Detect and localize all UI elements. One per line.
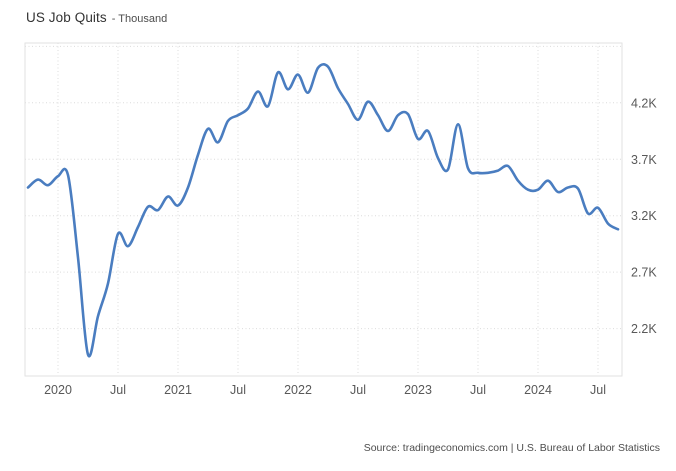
quits-line-series [26, 63, 620, 358]
plot-border [24, 42, 623, 377]
x-axis-label: 2022 [284, 383, 312, 397]
y-axis-label: 2.2K [631, 322, 657, 336]
x-axis-label: Jul [590, 383, 606, 397]
x-axis-label: Jul [110, 383, 126, 397]
x-axis-label: 2023 [404, 383, 432, 397]
y-axis-label: 3.7K [631, 153, 657, 167]
x-axis-label: 2021 [164, 383, 192, 397]
y-axis-label: 3.2K [631, 209, 657, 223]
source-attribution: Source: tradingeconomics.com | U.S. Bure… [363, 442, 660, 454]
chart-header: US Job Quits - Thousand [26, 9, 167, 27]
chart-title: US Job Quits [26, 10, 107, 25]
y-axis-label: 2.7K [631, 266, 657, 280]
x-axis-label: 2020 [44, 383, 72, 397]
x-axis-label: Jul [350, 383, 366, 397]
x-axis-label: Jul [470, 383, 486, 397]
x-axis-label: Jul [230, 383, 246, 397]
chart-subtitle: - Thousand [111, 13, 168, 25]
y-axis-label: 4.2K [631, 96, 657, 110]
x-axis-label: 2024 [524, 383, 552, 397]
